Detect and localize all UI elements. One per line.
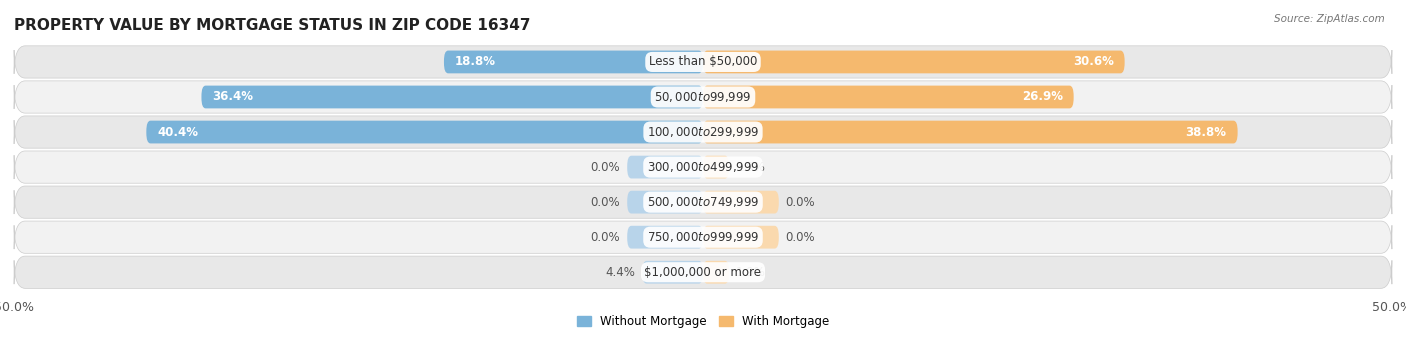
Text: 4.4%: 4.4% [606, 266, 636, 279]
Text: 0.0%: 0.0% [591, 231, 620, 244]
FancyBboxPatch shape [703, 191, 779, 213]
Text: 0.0%: 0.0% [591, 161, 620, 174]
Text: $50,000 to $99,999: $50,000 to $99,999 [654, 90, 752, 104]
Text: $100,000 to $299,999: $100,000 to $299,999 [647, 125, 759, 139]
Text: 38.8%: 38.8% [1185, 125, 1226, 138]
Text: PROPERTY VALUE BY MORTGAGE STATUS IN ZIP CODE 16347: PROPERTY VALUE BY MORTGAGE STATUS IN ZIP… [14, 18, 530, 33]
Text: $750,000 to $999,999: $750,000 to $999,999 [647, 230, 759, 244]
FancyBboxPatch shape [14, 221, 1392, 253]
Text: 36.4%: 36.4% [212, 90, 253, 104]
FancyBboxPatch shape [14, 256, 1392, 288]
Text: 30.6%: 30.6% [1073, 56, 1114, 69]
Text: 1.9%: 1.9% [737, 161, 766, 174]
FancyBboxPatch shape [627, 226, 703, 249]
FancyBboxPatch shape [14, 186, 1392, 218]
FancyBboxPatch shape [14, 81, 1392, 113]
FancyBboxPatch shape [627, 156, 703, 178]
Text: Less than $50,000: Less than $50,000 [648, 56, 758, 69]
Text: 0.0%: 0.0% [786, 196, 815, 209]
Text: $500,000 to $749,999: $500,000 to $749,999 [647, 195, 759, 209]
Text: Source: ZipAtlas.com: Source: ZipAtlas.com [1274, 14, 1385, 24]
Text: 40.4%: 40.4% [157, 125, 198, 138]
FancyBboxPatch shape [703, 50, 1125, 73]
FancyBboxPatch shape [14, 116, 1392, 148]
Text: $1,000,000 or more: $1,000,000 or more [644, 266, 762, 279]
FancyBboxPatch shape [703, 261, 730, 284]
Legend: Without Mortgage, With Mortgage: Without Mortgage, With Mortgage [572, 310, 834, 333]
FancyBboxPatch shape [703, 86, 1074, 108]
FancyBboxPatch shape [444, 50, 703, 73]
FancyBboxPatch shape [703, 226, 779, 249]
FancyBboxPatch shape [14, 151, 1392, 183]
FancyBboxPatch shape [146, 121, 703, 144]
Text: 0.0%: 0.0% [786, 231, 815, 244]
FancyBboxPatch shape [14, 46, 1392, 78]
Text: 0.0%: 0.0% [591, 196, 620, 209]
FancyBboxPatch shape [627, 191, 703, 213]
FancyBboxPatch shape [703, 121, 1237, 144]
Text: 26.9%: 26.9% [1022, 90, 1063, 104]
FancyBboxPatch shape [703, 156, 730, 178]
Text: $300,000 to $499,999: $300,000 to $499,999 [647, 160, 759, 174]
FancyBboxPatch shape [643, 261, 703, 284]
Text: 18.8%: 18.8% [456, 56, 496, 69]
FancyBboxPatch shape [201, 86, 703, 108]
Text: 1.9%: 1.9% [737, 266, 766, 279]
